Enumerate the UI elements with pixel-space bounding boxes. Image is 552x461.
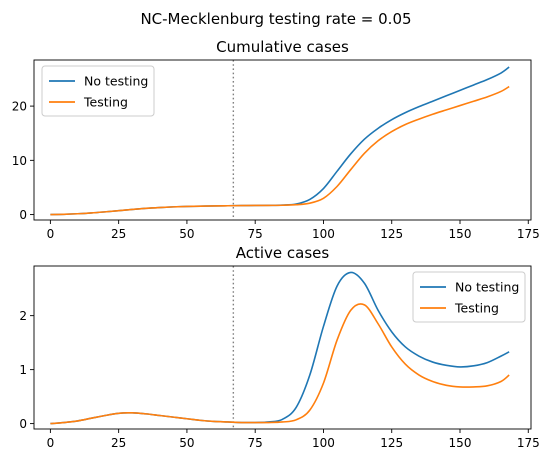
x-tick-label: 25 — [111, 436, 126, 450]
legend-box — [41, 65, 155, 117]
x-tick-label: 125 — [380, 436, 403, 450]
series-line-testing — [50, 303, 510, 425]
x-tick-label: 0 — [47, 436, 55, 450]
axes-frame — [33, 265, 532, 430]
x-tick-label: 150 — [449, 227, 472, 241]
x-tick-label: 100 — [312, 436, 335, 450]
legend: No testing Testing — [41, 65, 155, 117]
axes-title: Cumulative cases — [216, 38, 349, 56]
y-tick-label: 0 — [19, 417, 27, 431]
y-tick-label: 2 — [19, 309, 27, 323]
legend-label-no-testing: No testing — [84, 74, 148, 89]
legend-label-testing: Testing — [454, 301, 499, 316]
x-tick-label: 75 — [248, 227, 263, 241]
x-tick-label: 125 — [380, 227, 403, 241]
x-tick-label: 175 — [517, 227, 540, 241]
axes-frame — [33, 59, 532, 221]
legend: No testing Testing — [412, 271, 526, 323]
legend-label-no-testing: No testing — [455, 280, 519, 295]
y-tick-label: 0 — [19, 208, 27, 222]
x-tick-label: 100 — [312, 227, 335, 241]
x-tick-label: 0 — [47, 227, 55, 241]
cumulative-cases-plot: Cumulative cases 0 25 50 75 100 125 150 175 0 10 20… — [12, 38, 540, 241]
x-tick-label: 50 — [179, 436, 194, 450]
figure-title: NC-Mecklenburg testing rate = 0.05 — [140, 10, 411, 28]
x-tick-label: 50 — [179, 227, 194, 241]
x-tick-label: 75 — [248, 436, 263, 450]
x-tick-label: 25 — [111, 227, 126, 241]
series-line-testing — [50, 85, 510, 216]
y-tick-label: 20 — [12, 100, 27, 114]
y-tick-label: 1 — [19, 363, 27, 377]
x-tick-label: 150 — [449, 436, 472, 450]
y-tick-label: 10 — [12, 154, 27, 168]
x-tick-label: 175 — [517, 436, 540, 450]
axes-title: Active cases — [236, 244, 330, 262]
legend-label-testing: Testing — [83, 95, 128, 110]
legend-box — [412, 271, 526, 323]
active-cases-plot: Active cases 0 25 50 75 100 125 150 175 0 1 2 No tes… — [19, 244, 539, 450]
